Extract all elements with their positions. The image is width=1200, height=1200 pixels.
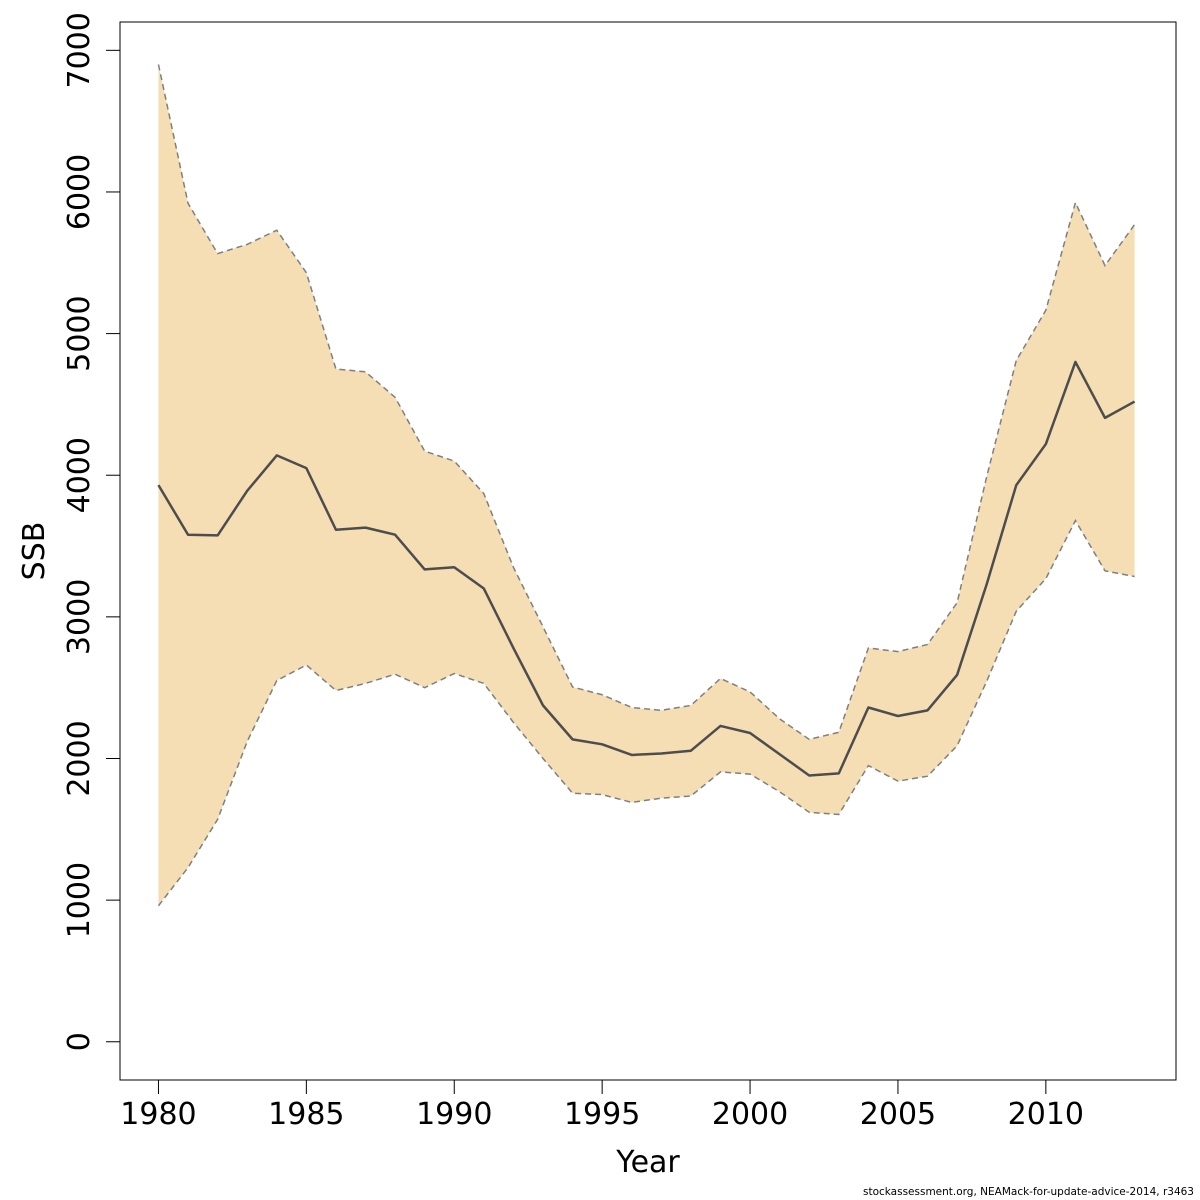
y-tick-label: 3000 xyxy=(62,579,97,655)
y-tick-label: 5000 xyxy=(62,295,97,371)
y-axis-title: SSB xyxy=(17,522,52,581)
x-tick-label: 1985 xyxy=(268,1097,344,1132)
x-tick-label: 1990 xyxy=(416,1097,492,1132)
y-tick-label: 1000 xyxy=(62,862,97,938)
y-tick-label: 7000 xyxy=(62,12,97,88)
confidence-band xyxy=(158,64,1135,906)
x-tick-label: 2005 xyxy=(860,1097,936,1132)
upper-bound-line xyxy=(157,64,1136,741)
x-tick-label: 1995 xyxy=(564,1097,640,1132)
x-axis: 1980 1985 1990 1995 2000 2005 2010 xyxy=(120,1079,1084,1132)
y-tick-label: 4000 xyxy=(62,437,97,513)
y-tick-label: 0 xyxy=(62,1032,97,1051)
source-footer: stockassessment.org, NEAMack-for-update-… xyxy=(863,1186,1194,1198)
y-tick-label: 2000 xyxy=(62,720,97,796)
y-axis: 0 1000 2000 3000 4000 5000 6000 7000 xyxy=(62,12,121,1051)
x-tick-label: 2010 xyxy=(1008,1097,1084,1132)
confidence-band-layer xyxy=(157,64,1136,907)
lower-bound-line xyxy=(157,518,1135,907)
x-tick-label: 2000 xyxy=(712,1097,788,1132)
estimate-line-layer xyxy=(157,360,1136,777)
x-axis-title: Year xyxy=(615,1145,680,1180)
x-tick-label: 1980 xyxy=(120,1097,196,1132)
y-tick-label: 6000 xyxy=(62,154,97,230)
ssb-estimate-line xyxy=(157,360,1136,777)
